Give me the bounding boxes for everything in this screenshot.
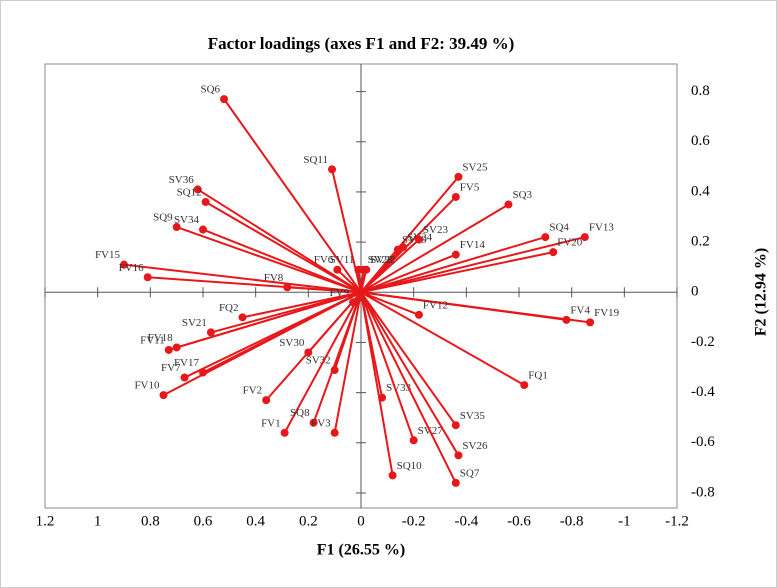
point-label: SQ7 bbox=[460, 467, 480, 479]
loading-point bbox=[520, 381, 528, 389]
point-label: FV14 bbox=[460, 239, 486, 251]
x-tick-label: 0.6 bbox=[194, 513, 213, 529]
loading-point bbox=[354, 266, 362, 274]
point-label: SV11 bbox=[330, 254, 355, 266]
point-label: FV16 bbox=[119, 262, 145, 274]
point-label: SV25 bbox=[462, 161, 488, 173]
loading-point bbox=[199, 226, 207, 234]
loading-point bbox=[328, 165, 336, 173]
point-label: FV3 bbox=[311, 417, 331, 429]
loading-point bbox=[202, 198, 210, 206]
x-axis-label: F1 (26.55 %) bbox=[317, 542, 405, 559]
loading-point bbox=[331, 429, 339, 437]
point-label: FV4 bbox=[570, 304, 590, 316]
y-tick-label: 0.8 bbox=[691, 83, 710, 99]
point-label: SV36 bbox=[169, 174, 195, 186]
point-label: FV13 bbox=[589, 222, 615, 234]
loading-point bbox=[415, 236, 423, 244]
loading-point bbox=[362, 266, 370, 274]
point-label: SV35 bbox=[460, 410, 486, 422]
point-label: SQ12 bbox=[177, 186, 202, 198]
x-tick-label: -0.8 bbox=[560, 513, 584, 529]
loading-point bbox=[410, 436, 418, 444]
point-label: FV1 bbox=[261, 417, 281, 429]
loading-point bbox=[333, 266, 341, 274]
x-tick-label: 0.8 bbox=[141, 513, 160, 529]
point-label: SQ9 bbox=[153, 212, 173, 224]
point-label: SQ4 bbox=[549, 222, 569, 234]
x-tick-label: 1 bbox=[94, 513, 102, 529]
loading-point bbox=[452, 479, 460, 487]
point-label: FV5 bbox=[460, 181, 480, 193]
loading-point bbox=[181, 374, 189, 382]
loading-point bbox=[207, 328, 215, 336]
x-tick-label: 0 bbox=[357, 513, 365, 529]
loading-point bbox=[262, 396, 270, 404]
point-label: FV11 bbox=[140, 334, 165, 346]
y-tick-label: -0.2 bbox=[691, 334, 715, 350]
y-tick-label: -0.8 bbox=[691, 484, 715, 500]
loading-point bbox=[220, 95, 228, 103]
point-label: SV22 bbox=[370, 254, 395, 266]
chart-frame bbox=[1, 1, 777, 588]
loading-point bbox=[586, 318, 594, 326]
point-label: SV30 bbox=[279, 337, 305, 349]
loading-point bbox=[160, 391, 168, 399]
point-label: SQ8 bbox=[290, 407, 310, 419]
loading-point bbox=[415, 311, 423, 319]
point-label: SV23 bbox=[423, 224, 449, 236]
point-label: FV17 bbox=[174, 357, 200, 369]
point-label: FV20 bbox=[557, 237, 583, 249]
x-tick-label: -1 bbox=[618, 513, 631, 529]
point-label: SQ11 bbox=[303, 154, 328, 166]
x-tick-label: -0.6 bbox=[507, 513, 531, 529]
point-label: FV15 bbox=[95, 249, 121, 261]
loading-point bbox=[239, 313, 247, 321]
y-tick-label: -0.6 bbox=[691, 434, 715, 450]
y-tick-label: 0.4 bbox=[691, 183, 710, 199]
y-tick-label: 0.6 bbox=[691, 133, 710, 149]
loading-point bbox=[549, 248, 557, 256]
chart: Factor loadings (axes F1 and F2: 39.49 %… bbox=[0, 0, 777, 588]
loading-point bbox=[454, 173, 462, 181]
loading-point bbox=[452, 251, 460, 259]
loading-point bbox=[504, 200, 512, 208]
loading-point bbox=[144, 273, 152, 281]
y-tick-label: 0 bbox=[691, 284, 699, 300]
chart-title: Factor loadings (axes F1 and F2: 39.49 %… bbox=[208, 34, 515, 53]
y-tick-label: 0.2 bbox=[691, 234, 710, 250]
y-axis-label: F2 (12.94 %) bbox=[753, 248, 770, 336]
x-tick-label: -0.2 bbox=[402, 513, 426, 529]
point-label: SQ6 bbox=[201, 84, 221, 96]
point-label: SV21 bbox=[182, 317, 207, 329]
point-label: FV19 bbox=[594, 307, 620, 319]
point-label: SQ10 bbox=[397, 460, 423, 472]
point-label: FQ1 bbox=[528, 370, 548, 382]
loading-point bbox=[452, 421, 460, 429]
loading-point bbox=[173, 223, 181, 231]
loading-point bbox=[165, 346, 173, 354]
point-label: FV12 bbox=[423, 299, 448, 311]
loading-point bbox=[454, 451, 462, 459]
x-tick-label: -1.2 bbox=[665, 513, 689, 529]
point-label: SQ3 bbox=[512, 189, 532, 201]
loading-point bbox=[389, 471, 397, 479]
point-label: SV26 bbox=[462, 440, 488, 452]
loading-point bbox=[541, 233, 549, 241]
point-label: FQ2 bbox=[219, 302, 239, 314]
point-label: FV10 bbox=[134, 380, 160, 392]
x-tick-label: -0.4 bbox=[454, 513, 478, 529]
x-tick-label: 1.2 bbox=[36, 513, 55, 529]
point-label: FV2 bbox=[243, 385, 263, 397]
loading-point bbox=[394, 246, 402, 254]
page: {"chart_data": {"type": "loadings", "tit… bbox=[0, 0, 777, 588]
x-tick-label: 0.2 bbox=[299, 513, 318, 529]
loading-point bbox=[281, 429, 289, 437]
y-tick-label: -0.4 bbox=[691, 384, 715, 400]
loading-point bbox=[452, 193, 460, 201]
x-tick-label: 0.4 bbox=[246, 513, 265, 529]
